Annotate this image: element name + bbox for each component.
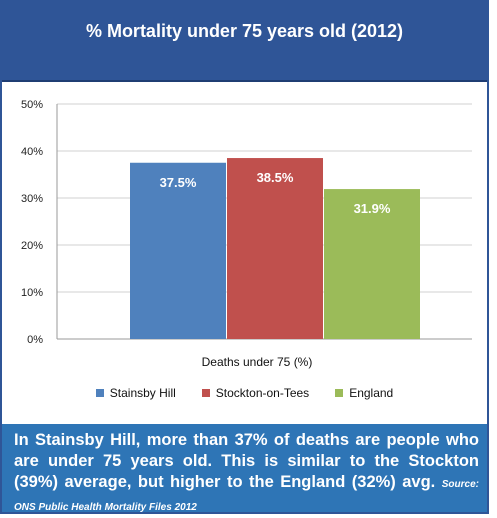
y-tick-label: 50% bbox=[21, 99, 43, 111]
data-label: 38.5% bbox=[257, 170, 294, 185]
caption-source: Source: ONS Public Health Mortality File… bbox=[14, 479, 479, 513]
y-tick-label: 0% bbox=[27, 334, 43, 346]
legend-item-stockton: Stockton-on-Tees bbox=[201, 386, 310, 400]
bar-stockton-on-tees bbox=[227, 158, 323, 339]
legend-label-england: England bbox=[349, 386, 394, 400]
bar-chart: 0% 10% 20% 30% 40% 50% 37.5% 38.5% 31.9% Deaths u… bbox=[21, 99, 472, 369]
legend-item-england: England bbox=[335, 386, 393, 400]
caption-text: In Stainsby Hill, more than 37% of death… bbox=[14, 431, 479, 491]
bar-stainsby-hill bbox=[130, 162, 226, 339]
chart-legend: Stainsby Hill Stockton-on-Tees England bbox=[2, 382, 487, 404]
data-label: 31.9% bbox=[354, 201, 391, 216]
y-tick-label: 40% bbox=[21, 146, 43, 158]
y-tick-label: 30% bbox=[21, 193, 43, 205]
legend-swatch-stockton bbox=[201, 389, 210, 397]
legend-label-stainsby-hill: Stainsby Hill bbox=[109, 386, 176, 400]
legend-swatch-england bbox=[335, 389, 344, 397]
y-tick-label: 20% bbox=[21, 240, 43, 252]
x-axis-label: Deaths under 75 (%) bbox=[202, 355, 313, 369]
legend-label-stockton: Stockton-on-Tees bbox=[215, 386, 310, 400]
bar-england bbox=[324, 189, 420, 339]
legend-item-stainsby-hill: Stainsby Hill bbox=[95, 386, 176, 400]
summary-caption: In Stainsby Hill, more than 37% of death… bbox=[2, 424, 487, 513]
y-tick-label: 10% bbox=[21, 287, 43, 299]
infographic-panel: % Mortality under 75 years old (2012) 0%… bbox=[0, 0, 489, 514]
chart-area: 0% 10% 20% 30% 40% 50% 37.5% 38.5% 31.9% Deaths u… bbox=[2, 82, 487, 422]
chart-title: % Mortality under 75 years old (2012) bbox=[2, 2, 487, 82]
legend-swatch-stainsby-hill bbox=[95, 389, 104, 397]
data-label: 37.5% bbox=[160, 175, 197, 190]
